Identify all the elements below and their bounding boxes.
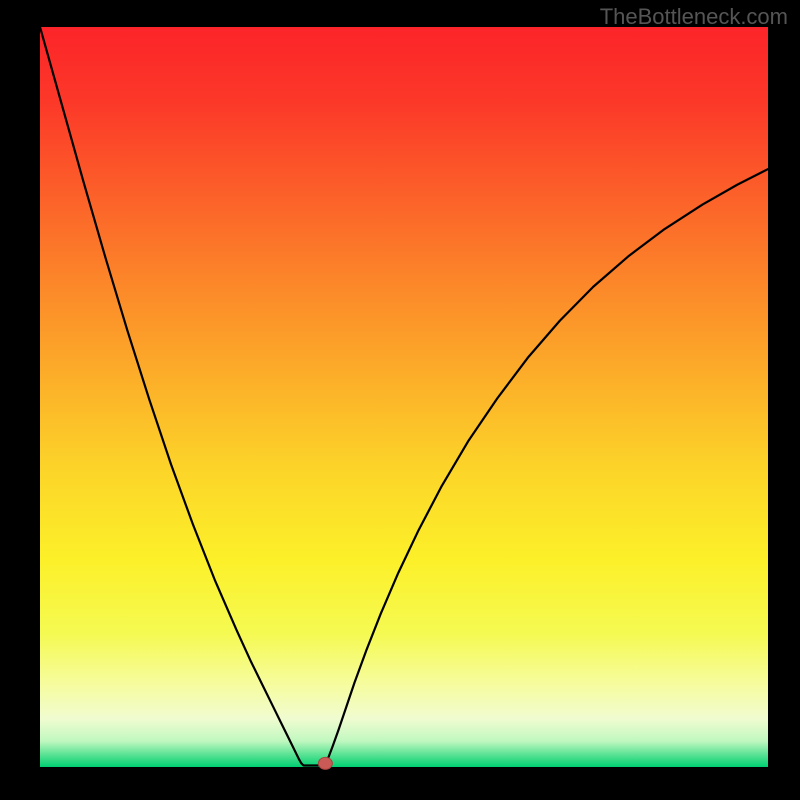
minimum-marker (318, 757, 332, 769)
watermark-text: TheBottleneck.com (600, 4, 788, 30)
chart-container: TheBottleneck.com (0, 0, 800, 800)
bottleneck-chart (0, 0, 800, 800)
